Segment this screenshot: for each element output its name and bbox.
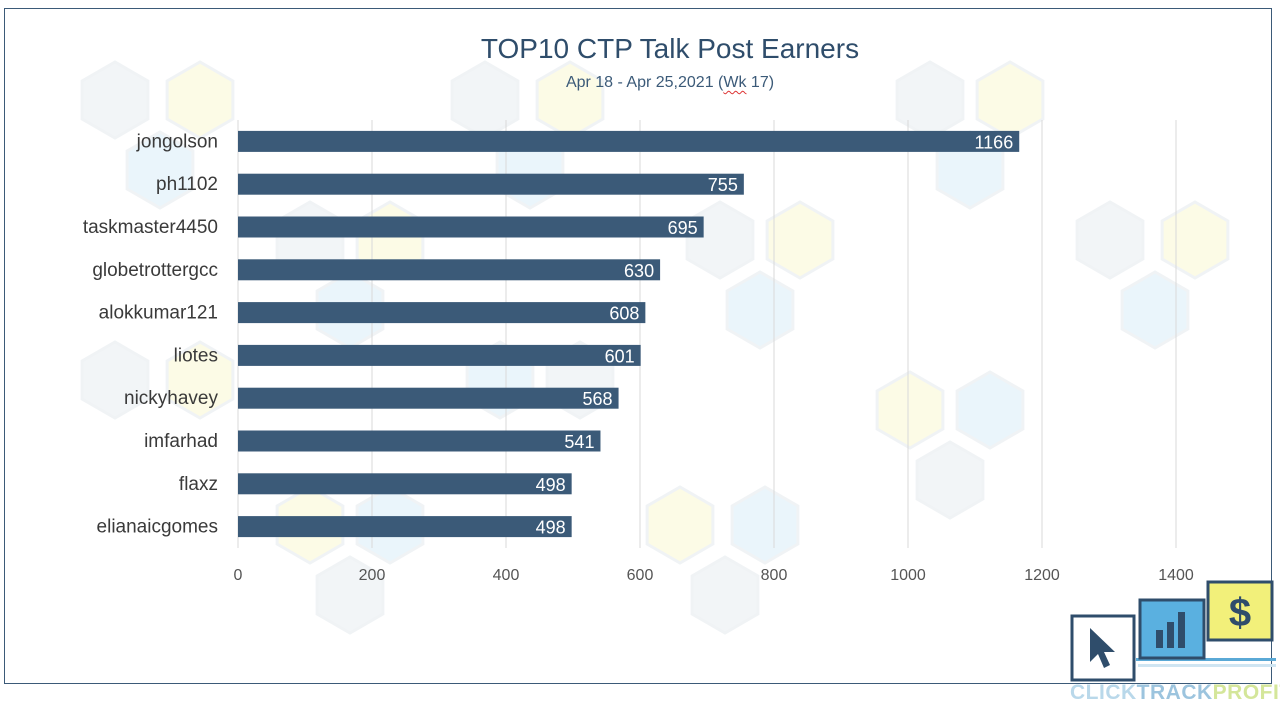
- chart-subtitle: Apr 18 - Apr 25,2021 (Wk 17): [0, 74, 1280, 92]
- category-label: alokkumar121: [99, 303, 218, 324]
- x-tick-label: 600: [627, 567, 654, 584]
- dollar-icon: $: [1206, 580, 1274, 642]
- category-label: liotes: [174, 345, 218, 366]
- data-label: 755: [708, 175, 738, 195]
- bar: [238, 302, 646, 324]
- data-label: 608: [609, 304, 639, 324]
- category-label: elianaicgomes: [97, 517, 218, 538]
- x-tick-label: 1000: [890, 567, 926, 584]
- cursor-icon: [1070, 614, 1136, 682]
- category-label: flaxz: [179, 474, 218, 495]
- category-label: taskmaster4450: [83, 217, 218, 238]
- x-tick-label: 400: [493, 567, 520, 584]
- subtitle-week: Wk: [723, 74, 747, 91]
- data-label: 601: [605, 346, 635, 366]
- x-tick-label: 0: [234, 567, 243, 584]
- x-tick-label: 200: [359, 567, 386, 584]
- bar: [238, 516, 572, 538]
- bar: [238, 344, 641, 366]
- bar-chart-icon: [1138, 598, 1206, 660]
- subtitle-week-num: 17): [746, 74, 775, 91]
- category-label: jongolson: [136, 131, 218, 152]
- subtitle-date: Apr 18 - Apr 25,2021 (: [565, 74, 724, 91]
- bar: [238, 216, 704, 238]
- bar: [238, 173, 744, 195]
- category-label: imfarhad: [144, 431, 218, 452]
- category-label: globetrottergcc: [92, 260, 218, 281]
- x-tick-label: 1200: [1024, 567, 1060, 584]
- logo-word-profit: PROFIT: [1212, 681, 1280, 704]
- chart-title: TOP10 CTP Talk Post Earners: [480, 33, 860, 64]
- data-label: 1166: [975, 132, 1014, 152]
- data-label: 498: [536, 475, 566, 495]
- logo-word-track: TRACK: [1136, 681, 1213, 704]
- category-label: nickyhavey: [124, 388, 218, 409]
- logo-stripe: [1138, 664, 1276, 667]
- svg-text:$: $: [1229, 591, 1251, 635]
- bar: [238, 259, 661, 281]
- data-label: 568: [583, 389, 613, 409]
- x-tick-label: 1400: [1158, 567, 1194, 584]
- bar: [238, 430, 601, 452]
- logo-stripe: [1136, 658, 1276, 661]
- logo-wordmark: CLICKTRACKPROFIT: [1070, 681, 1280, 705]
- bar: [238, 473, 572, 495]
- bar: [238, 387, 619, 409]
- x-tick-label: 800: [761, 567, 788, 584]
- data-label: 695: [668, 218, 698, 238]
- bar: [238, 130, 1020, 152]
- logo-word-click: CLICK: [1070, 681, 1137, 704]
- data-label: 541: [564, 432, 594, 452]
- category-label: ph1102: [156, 174, 218, 195]
- data-label: 630: [624, 261, 654, 281]
- data-label: 498: [536, 518, 566, 538]
- clicktrackprofit-logo: $: [1070, 580, 1276, 682]
